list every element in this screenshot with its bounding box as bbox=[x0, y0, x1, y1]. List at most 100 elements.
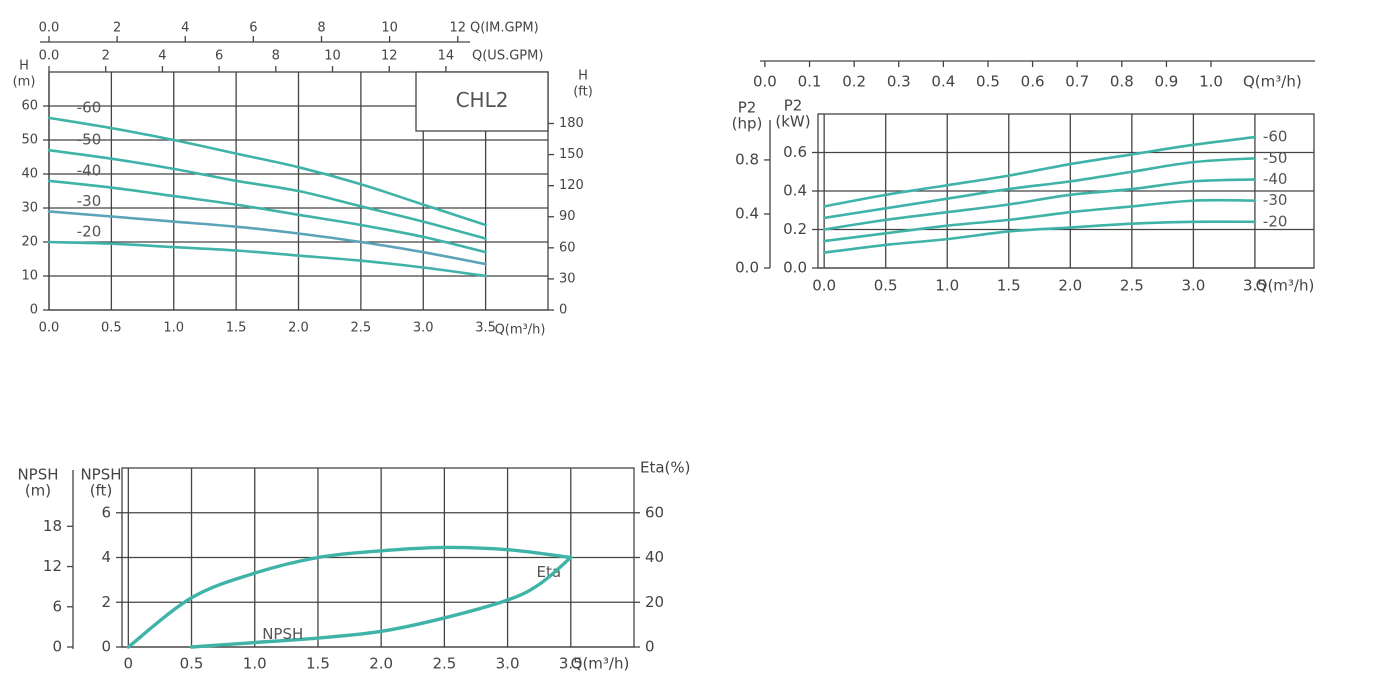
y-tick-label: 12 bbox=[43, 557, 62, 575]
x-tick-label: 1.5 bbox=[226, 321, 247, 336]
x-tick-label: 1.0 bbox=[935, 277, 959, 295]
x-tick-label: 3.5 bbox=[1243, 277, 1267, 295]
y-tick-label: 150 bbox=[559, 147, 584, 162]
x-tick-label: 0.6 bbox=[1021, 73, 1045, 91]
y-axis-label: (hp) bbox=[732, 115, 763, 133]
series-label: NPSH bbox=[262, 625, 303, 643]
x-tick-label: 0.5 bbox=[101, 321, 122, 336]
x-tick-label: 2.5 bbox=[1120, 277, 1144, 295]
series-label: -50 bbox=[77, 131, 102, 149]
x-tick-label: 0.1 bbox=[798, 73, 822, 91]
x-tick-label: 2 bbox=[113, 21, 121, 36]
x-tick-label: 6 bbox=[215, 49, 223, 64]
x-tick-label: 4 bbox=[158, 49, 166, 64]
plot-frame bbox=[121, 467, 635, 648]
series-label: -30 bbox=[1263, 191, 1288, 209]
x-tick-label: 0.5 bbox=[976, 73, 1000, 91]
x-tick-label: 0.9 bbox=[1155, 73, 1179, 91]
x-tick-label: 3.5 bbox=[559, 655, 583, 673]
y-axis-label: (ft) bbox=[573, 85, 593, 100]
data-line bbox=[822, 198, 1257, 243]
x-tick-label: 0.2 bbox=[842, 73, 866, 91]
y-tick-label: 180 bbox=[559, 116, 584, 131]
series-label: -20 bbox=[1263, 212, 1288, 230]
data-line bbox=[126, 545, 573, 649]
y-tick-label: 60 bbox=[21, 99, 38, 114]
x-tick-label: 1.5 bbox=[997, 277, 1021, 295]
x-tick-label: 4 bbox=[181, 21, 189, 36]
y-tick-label: 0 bbox=[30, 303, 38, 318]
x-axis-label: Q(IM.GPM) bbox=[470, 21, 539, 36]
x-axis-label: Q(US.GPM) bbox=[472, 49, 543, 64]
x-tick-label: 8 bbox=[272, 49, 280, 64]
y-tick-label: 20 bbox=[21, 235, 38, 250]
y-tick-label: 0.4 bbox=[735, 204, 759, 222]
y-tick-label: 0 bbox=[52, 638, 62, 656]
y-tick-label: 0.0 bbox=[783, 259, 807, 277]
x-tick-label: 3.0 bbox=[413, 321, 434, 336]
y-tick-label: 4 bbox=[101, 548, 111, 566]
y-axis-label: (kW) bbox=[775, 113, 810, 131]
x-tick-label: 3.5 bbox=[475, 321, 496, 336]
x-tick-label: 0.5 bbox=[874, 277, 898, 295]
x-tick-label: 2 bbox=[102, 49, 110, 64]
y-axis-label: (ft) bbox=[90, 482, 113, 500]
y-tick-label: 0 bbox=[559, 303, 567, 318]
data-line bbox=[47, 179, 487, 254]
x-tick-label: 1.0 bbox=[243, 655, 267, 673]
x-tick-label: 2.0 bbox=[1058, 277, 1082, 295]
series-label: -50 bbox=[1263, 149, 1288, 167]
y-tick-label: 0 bbox=[645, 638, 655, 656]
y-tick-label: 6 bbox=[101, 503, 111, 521]
x-tick-label: 12 bbox=[449, 21, 466, 36]
y-tick-label: 6 bbox=[52, 597, 62, 615]
x-tick-label: 6 bbox=[249, 21, 257, 36]
series-label: Eta bbox=[537, 563, 562, 581]
data-line bbox=[47, 116, 487, 227]
series-label: -40 bbox=[77, 161, 102, 179]
x-tick-label: 0.0 bbox=[39, 49, 60, 64]
plot-frame bbox=[48, 71, 549, 311]
y-axis-label: Eta(%) bbox=[640, 459, 691, 477]
y-axis-label: (m) bbox=[25, 482, 51, 500]
y-tick-label: 0.0 bbox=[735, 259, 759, 277]
data-line bbox=[822, 220, 1257, 254]
x-tick-label: 1.0 bbox=[163, 321, 184, 336]
y-tick-label: 10 bbox=[21, 269, 38, 284]
data-line bbox=[47, 148, 487, 240]
series-label: -30 bbox=[77, 192, 102, 210]
y-tick-label: 50 bbox=[21, 133, 38, 148]
y-tick-label: 60 bbox=[645, 503, 664, 521]
x-tick-label: 2.5 bbox=[351, 321, 372, 336]
x-tick-label: 3.0 bbox=[496, 655, 520, 673]
y-tick-label: 0.2 bbox=[783, 220, 807, 238]
data-line bbox=[822, 156, 1257, 220]
y-tick-label: 90 bbox=[559, 209, 576, 224]
y-tick-label: 120 bbox=[559, 178, 584, 193]
x-tick-label: 0 bbox=[124, 655, 134, 673]
y-tick-label: 0.4 bbox=[783, 182, 807, 200]
x-tick-label: 2.0 bbox=[288, 321, 309, 336]
y-tick-label: 40 bbox=[21, 167, 38, 182]
data-line bbox=[47, 210, 487, 266]
y-tick-label: 0.8 bbox=[735, 150, 759, 168]
series-label: -60 bbox=[1263, 128, 1288, 146]
y-tick-label: 30 bbox=[21, 201, 38, 216]
x-axis-label: Q(m³/h) bbox=[1243, 73, 1302, 91]
y-axis-label: (m) bbox=[13, 75, 36, 90]
x-tick-label: 0.8 bbox=[1110, 73, 1134, 91]
series-label: -20 bbox=[77, 223, 102, 241]
y-tick-label: 30 bbox=[559, 271, 576, 286]
x-tick-label: 0.4 bbox=[931, 73, 955, 91]
y-axis-label: P2 bbox=[738, 99, 757, 117]
series-label: -60 bbox=[77, 98, 102, 116]
y-tick-label: 18 bbox=[43, 517, 62, 535]
x-tick-label: 12 bbox=[381, 49, 398, 64]
y-axis-label: NPSH bbox=[80, 466, 121, 484]
y-axis-label: P2 bbox=[784, 97, 803, 115]
annotation-box bbox=[415, 71, 549, 132]
x-tick-label: 10 bbox=[381, 21, 398, 36]
x-tick-label: 14 bbox=[438, 49, 455, 64]
y-tick-label: 0 bbox=[101, 638, 111, 656]
